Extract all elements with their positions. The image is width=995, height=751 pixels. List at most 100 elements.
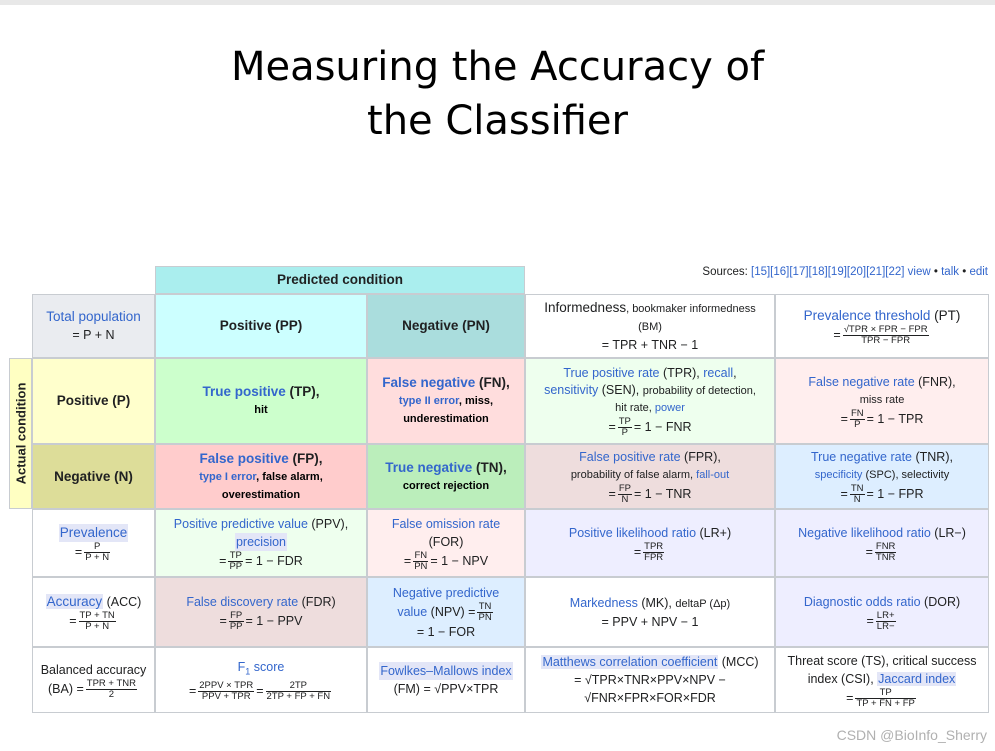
ts-line2a: index (CSI), (807, 671, 878, 686)
sensitivity-link[interactable]: sensitivity (544, 382, 599, 397)
ppv-den: PP (229, 560, 243, 572)
fdr-rest: = 1 − PPV (245, 613, 303, 628)
fowlkes-mallows-link[interactable]: Fowlkes–Mallows index (379, 662, 513, 680)
tnr-den: N (853, 494, 861, 505)
edit-link[interactable]: edit (969, 266, 988, 278)
prevalence-threshold-link[interactable]: Prevalence threshold (803, 307, 931, 323)
lrn-fraction: FNR TNR (874, 541, 897, 563)
tpr-comma: , (733, 365, 737, 380)
fp-link[interactable]: False positive (199, 450, 289, 466)
ppv-eq: = (219, 553, 227, 568)
fnr-rest: = 1 − TPR (866, 411, 924, 426)
tnr-alt: (SPC), selectivity (862, 469, 950, 481)
lrn-den: TNR (875, 551, 896, 563)
fn-alt3: underestimation (403, 413, 489, 425)
specificity-link[interactable]: specificity (814, 469, 863, 481)
npv-link-line1[interactable]: Negative predictive (392, 585, 500, 600)
positive-pp-label: Positive (PP) (219, 318, 303, 333)
tp-abbr: (TP), (285, 384, 320, 399)
tpr-eq: = (608, 419, 616, 434)
fdr-den: PP (229, 620, 243, 632)
for-den: PN (414, 560, 428, 572)
fpr-link[interactable]: False positive rate (579, 450, 681, 464)
mcc-line2: = √TPR×TNR×PPV×NPV − (574, 673, 726, 687)
jaccard-index-link[interactable]: Jaccard index (877, 671, 957, 686)
f1-num1: 2PPV × TPR (198, 679, 255, 692)
power-link[interactable]: power (654, 401, 685, 414)
fn-link[interactable]: False negative (382, 375, 476, 390)
mcc-link[interactable]: Matthews correlation coefficient (541, 655, 719, 669)
fnr-cell: False negative rate (FNR), miss rate = FN… (775, 358, 989, 444)
tn-abbr: (TN), (472, 459, 507, 475)
sources-refs-link[interactable]: [15][16][17][18][19][20][21][22] (751, 266, 905, 278)
tpr-num: TP (617, 415, 632, 428)
tn-link[interactable]: True negative (385, 459, 473, 475)
npv-link-line2[interactable]: value (397, 604, 428, 619)
view-link[interactable]: view (907, 266, 931, 278)
type-ii-error-link[interactable]: type II error (398, 395, 459, 407)
f1-fraction-1: 2PPV × TPR PPV + TPR (198, 679, 255, 702)
slide-title: Measuring the Accuracy of the Classifier (0, 40, 995, 148)
npv-num: TN (477, 600, 493, 613)
balanced-accuracy-cell: Balanced accuracy (BA) = TPR + TNR 2 (32, 647, 155, 713)
type-i-error-link[interactable]: type I error (199, 470, 257, 483)
fall-out-link[interactable]: fall-out (696, 469, 730, 481)
lr-positive-link[interactable]: Positive likelihood ratio (568, 525, 697, 540)
tnr-abbr: (TNR), (912, 450, 953, 464)
ppv-link[interactable]: Positive predictive value (173, 516, 308, 531)
dor-link[interactable]: Diagnostic odds ratio (803, 594, 921, 609)
f1-rest[interactable]: score (250, 660, 285, 675)
csdn-watermark: CSDN @BioInfo_Sherry (836, 727, 987, 743)
total-population-cell: Total population = P + N (32, 294, 155, 358)
tpr-den: P (621, 426, 628, 438)
npv-abbr: (NPV) = (427, 604, 476, 619)
fpr-den: N (621, 494, 629, 505)
markedness-link[interactable]: Markedness (569, 595, 638, 610)
acc-num: TP + TN (78, 609, 116, 622)
talk-link[interactable]: talk (941, 266, 960, 278)
fdr-cell: False discovery rate (FDR) = FP PP = 1 − PP… (155, 577, 367, 647)
false-negative-cell: False negative (FN), type II error, miss… (367, 358, 525, 444)
accuracy-link[interactable]: Accuracy (45, 593, 104, 609)
f1-link[interactable]: F (237, 660, 246, 675)
f1-fraction-2: 2TP 2TP + FP + FN (265, 680, 332, 702)
false-positive-cell: False positive (FP), type I error, false… (155, 444, 367, 509)
informedness-cell: Informedness, bookmaker informedness (BM… (525, 294, 775, 358)
tpr-rest: = 1 − FNR (633, 419, 692, 434)
tnr-fraction: TN N (849, 484, 865, 505)
fpr-alt: probability of false alarm, (570, 469, 697, 481)
fdr-abbr: (FDR) (298, 594, 336, 609)
acc-eq: = (69, 613, 77, 628)
accuracy-cell: Accuracy (ACC) = TP + TN P + N (32, 577, 155, 647)
for-link[interactable]: False omission rate (391, 516, 501, 531)
for-num: FN (413, 549, 429, 562)
fnr-abbr: (FNR), (914, 374, 956, 389)
f1-eq2: = (256, 683, 264, 698)
precision-link[interactable]: precision (234, 532, 288, 551)
lr-negative-link[interactable]: Negative likelihood ratio (798, 525, 931, 540)
total-population-link[interactable]: Total population (46, 309, 141, 324)
fnr-link[interactable]: False negative rate (808, 374, 915, 389)
pt-eq: = (833, 327, 841, 342)
tnr-link[interactable]: True negative rate (811, 450, 912, 464)
tpr-link[interactable]: True positive rate (563, 365, 660, 380)
for-rest: = 1 − NPV (430, 553, 489, 568)
fowlkes-mallows-cell: Fowlkes–Mallows index (FM) = √PPV×TPR (367, 647, 525, 713)
tn-alt: correct rejection (402, 479, 490, 492)
npv-rest: = 1 − FOR (416, 624, 476, 639)
prevalence-eq: = (74, 544, 83, 559)
markedness-cell: Markedness (MK), deltaP (Δp) = PPV + NPV… (525, 577, 775, 647)
ppv-abbr: (PPV), (307, 516, 349, 531)
prevalence-link[interactable]: Prevalence (58, 523, 129, 542)
tnr-rest: = 1 − FPR (866, 486, 924, 501)
positive-p-label: Positive (P) (56, 393, 131, 408)
predicted-condition-header: Predicted condition (155, 266, 525, 294)
tp-link[interactable]: True positive (202, 384, 286, 399)
pt-num: √TPR × FPR − FPR (842, 323, 929, 336)
ba-num: TPR + TNR (85, 677, 137, 690)
f1-den1: PPV + TPR (201, 690, 251, 702)
recall-link[interactable]: recall (703, 365, 734, 380)
fnr-num: FN (849, 407, 865, 420)
fdr-link[interactable]: False discovery rate (186, 594, 299, 609)
lr-positive-cell: Positive likelihood ratio (LR+) = TPR FPR (525, 509, 775, 577)
